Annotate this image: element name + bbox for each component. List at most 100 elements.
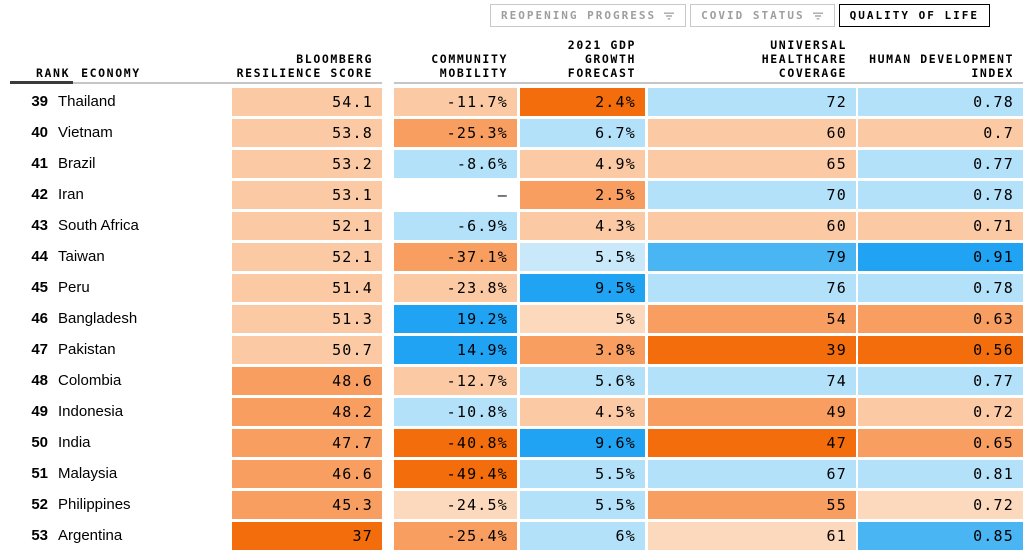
gdp-growth-cell: 4.3% <box>520 212 645 240</box>
gdp-growth-cell: 5.6% <box>520 367 645 395</box>
healthcare-coverage-cell: 54 <box>648 305 856 333</box>
gdp-growth-cell: 5.5% <box>520 243 645 271</box>
community-mobility-cell: 14.9% <box>394 336 517 364</box>
column-gap <box>382 243 394 271</box>
table-row: 39 Thailand 54.1 -11.7% 2.4% 72 0.78 <box>0 88 1023 116</box>
table-row: 53 Argentina 37 -25.4% 6% 61 0.85 <box>0 522 1023 550</box>
resilience-score-cell: 51.3 <box>232 305 382 333</box>
resilience-score-cell: 53.2 <box>232 150 382 178</box>
healthcare-coverage-cell: 70 <box>648 181 856 209</box>
column-gap <box>382 119 394 147</box>
economy-cell: Peru <box>58 279 90 296</box>
table-row: 48 Colombia 48.6 -12.7% 5.6% 74 0.77 <box>0 367 1023 395</box>
column-header-hdi: HUMAN DEVELOPMENT INDEX <box>869 52 1014 80</box>
gdp-growth-cell: 4.5% <box>520 398 645 426</box>
gdp-growth-cell: 9.5% <box>520 274 645 302</box>
economy-cell: Bangladesh <box>58 310 138 327</box>
healthcare-coverage-cell: 72 <box>648 88 856 116</box>
rank-cell: 44 <box>31 248 48 265</box>
hdi-cell: 0.78 <box>858 274 1023 302</box>
view-tabs: REOPENING PROGRESS COVID STATUS QUALITY … <box>489 4 990 27</box>
rank-cell: 49 <box>31 403 48 420</box>
rank-cell: 45 <box>31 279 48 296</box>
community-mobility-cell: -8.6% <box>394 150 517 178</box>
community-mobility-cell: -40.8% <box>394 429 517 457</box>
header-rule-rank <box>10 81 73 84</box>
table-row: 51 Malaysia 46.6 -49.4% 5.5% 67 0.81 <box>0 460 1023 488</box>
gdp-growth-cell: 2.4% <box>520 88 645 116</box>
gdp-growth-cell: 5.5% <box>520 491 645 519</box>
hdi-cell: 0.78 <box>858 181 1023 209</box>
hdi-cell: 0.91 <box>858 243 1023 271</box>
resilience-score-cell: 54.1 <box>232 88 382 116</box>
column-gap <box>382 522 394 550</box>
gdp-growth-cell: 5% <box>520 305 645 333</box>
community-mobility-cell: -37.1% <box>394 243 517 271</box>
table-header: RANK ECONOMY BLOOMBERG RESILIENCE SCORE C… <box>0 38 1023 84</box>
column-header-rank: RANK <box>36 66 71 80</box>
economy-cell: India <box>58 434 91 451</box>
table-row: 47 Pakistan 50.7 14.9% 3.8% 39 0.56 <box>0 336 1023 364</box>
rank-cell: 42 <box>31 186 48 203</box>
hdi-cell: 0.81 <box>858 460 1023 488</box>
rank-cell: 50 <box>31 434 48 451</box>
economy-cell: Taiwan <box>58 248 105 265</box>
tab-label: COVID STATUS <box>701 9 805 22</box>
community-mobility-cell: -6.9% <box>394 212 517 240</box>
column-gap <box>382 181 394 209</box>
column-header-healthcare-coverage: UNIVERSAL HEALTHCARE COVERAGE <box>761 38 847 80</box>
gdp-growth-cell: 9.6% <box>520 429 645 457</box>
filter-icon <box>812 12 823 19</box>
resilience-score-cell: 52.1 <box>232 243 382 271</box>
table-row: 49 Indonesia 48.2 -10.8% 4.5% 49 0.72 <box>0 398 1023 426</box>
gdp-growth-cell: 3.8% <box>520 336 645 364</box>
economy-cell: South Africa <box>58 217 139 234</box>
rank-cell: 53 <box>31 527 48 544</box>
community-mobility-cell: -25.3% <box>394 119 517 147</box>
economy-cell: Malaysia <box>58 465 118 482</box>
tab-label: REOPENING PROGRESS <box>500 9 657 22</box>
economy-cell: Iran <box>58 186 84 203</box>
rank-cell: 39 <box>31 93 48 110</box>
rank-cell: 46 <box>31 310 48 327</box>
community-mobility-cell: -24.5% <box>394 491 517 519</box>
community-mobility-cell: -11.7% <box>394 88 517 116</box>
economy-cell: Indonesia <box>58 403 124 420</box>
column-gap <box>382 274 394 302</box>
economy-cell: Thailand <box>58 93 116 110</box>
community-mobility-cell: -25.4% <box>394 522 517 550</box>
column-gap <box>382 491 394 519</box>
community-mobility-cell: -49.4% <box>394 460 517 488</box>
tab-quality-of-life[interactable]: QUALITY OF LIFE <box>838 4 990 27</box>
resilience-score-cell: 45.3 <box>232 491 382 519</box>
rank-cell: 48 <box>31 372 48 389</box>
gdp-growth-cell: 6% <box>520 522 645 550</box>
rank-cell: 40 <box>31 124 48 141</box>
column-gap <box>382 305 394 333</box>
hdi-cell: 0.72 <box>858 398 1023 426</box>
column-gap <box>382 460 394 488</box>
column-gap <box>382 88 394 116</box>
hdi-cell: 0.7 <box>858 119 1023 147</box>
gdp-growth-cell: 6.7% <box>520 119 645 147</box>
column-header-resilience-score: BLOOMBERG RESILIENCE SCORE <box>236 52 373 80</box>
community-mobility-cell: 19.2% <box>394 305 517 333</box>
table-row: 52 Philippines 45.3 -24.5% 5.5% 55 0.72 <box>0 491 1023 519</box>
hdi-cell: 0.72 <box>858 491 1023 519</box>
tab-label: QUALITY OF LIFE <box>849 9 979 22</box>
hdi-cell: 0.65 <box>858 429 1023 457</box>
column-gap <box>382 212 394 240</box>
hdi-cell: 0.85 <box>858 522 1023 550</box>
tab-reopening-progress[interactable]: REOPENING PROGRESS <box>489 4 687 27</box>
column-gap <box>382 150 394 178</box>
healthcare-coverage-cell: 67 <box>648 460 856 488</box>
healthcare-coverage-cell: 74 <box>648 367 856 395</box>
hdi-cell: 0.78 <box>858 88 1023 116</box>
table-row: 42 Iran 53.1 – 2.5% 70 0.78 <box>0 181 1023 209</box>
gdp-growth-cell: 5.5% <box>520 460 645 488</box>
tab-covid-status[interactable]: COVID STATUS <box>690 4 835 27</box>
community-mobility-cell: -23.8% <box>394 274 517 302</box>
column-gap <box>382 367 394 395</box>
healthcare-coverage-cell: 61 <box>648 522 856 550</box>
